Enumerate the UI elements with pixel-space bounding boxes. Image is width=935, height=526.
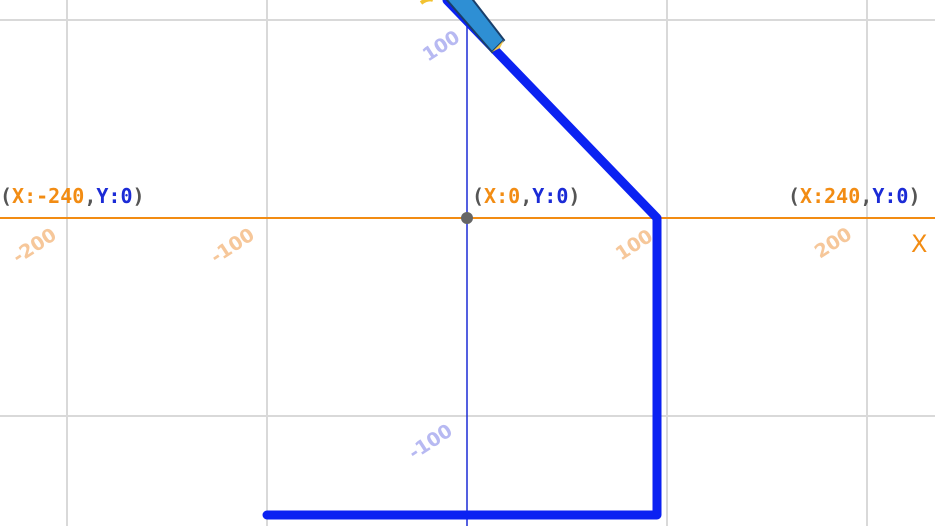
pencil-icon[interactable] bbox=[419, 0, 506, 54]
x-tick-label: -100 bbox=[207, 224, 259, 268]
y-tick-label: 100 bbox=[419, 26, 464, 66]
y-tick-label: -100 bbox=[405, 420, 457, 464]
coord-label-right: (X:240,Y:0) bbox=[788, 184, 921, 208]
coord-label-origin: (X:0,Y:0) bbox=[472, 184, 580, 208]
origin-dot bbox=[461, 212, 473, 224]
x-tick-label: 200 bbox=[811, 223, 856, 263]
x-tick-label: -200 bbox=[9, 224, 61, 268]
y-tick-labels: 100 -100 bbox=[405, 26, 464, 464]
x-tick-label: 100 bbox=[612, 225, 657, 265]
x-tick-labels: -200 -100 100 200 bbox=[9, 223, 856, 268]
x-axis-label: X bbox=[911, 230, 927, 258]
coord-label-left: (X:-240,Y:0) bbox=[0, 184, 145, 208]
pen-path bbox=[262, 0, 662, 520]
